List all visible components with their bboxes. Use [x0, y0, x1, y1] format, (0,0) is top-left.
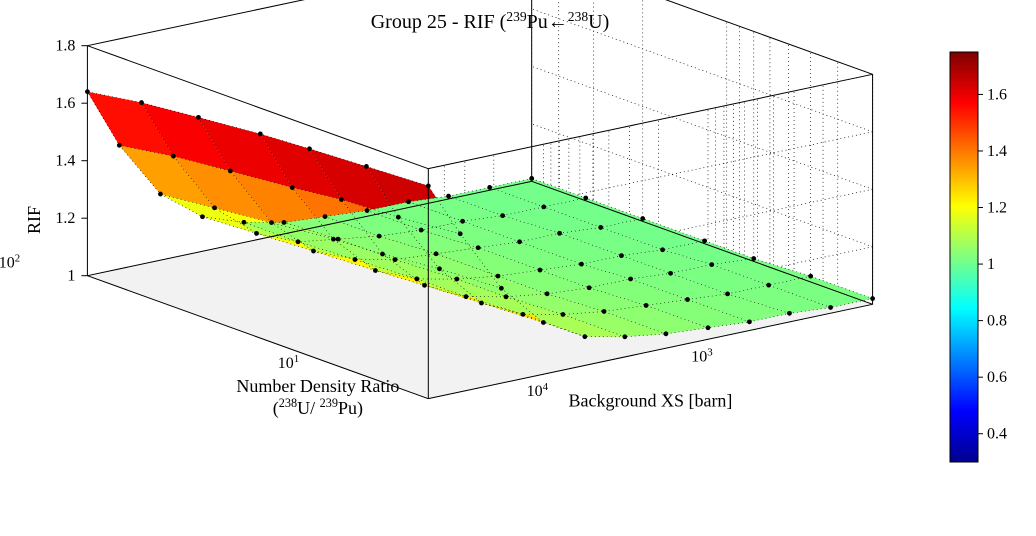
svg-text:1.6: 1.6	[987, 86, 1007, 103]
svg-text:1: 1	[67, 268, 75, 285]
svg-text:1: 1	[987, 256, 995, 273]
z-axis-label: RIF	[24, 206, 44, 234]
svg-text:102: 102	[0, 252, 20, 271]
svg-text:0.6: 0.6	[987, 369, 1007, 386]
y-axis-label-line1: Number Density Ratio	[236, 376, 399, 396]
colorbar	[950, 52, 978, 462]
svg-text:0.8: 0.8	[987, 313, 1007, 330]
y-axis-label-line2: (238U/ 239Pu)	[273, 396, 363, 419]
svg-text:1.4: 1.4	[987, 143, 1007, 160]
chart-title: Group 25 - RIF (239Pu←238U)	[371, 9, 610, 34]
svg-text:103: 103	[691, 346, 713, 365]
svg-text:1.2: 1.2	[987, 200, 1007, 217]
svg-text:1.4: 1.4	[55, 153, 75, 170]
svg-text:0.4: 0.4	[987, 426, 1007, 443]
svg-text:104: 104	[527, 381, 549, 400]
svg-text:1.8: 1.8	[55, 38, 75, 55]
svg-text:1.6: 1.6	[55, 95, 75, 112]
rif-surface-plot: 11.21.41.61.8103104101102103RIFBackgroun…	[0, 0, 1036, 536]
x-axis-label: Background XS [barn]	[568, 390, 732, 410]
svg-text:101: 101	[278, 353, 299, 372]
svg-text:1.2: 1.2	[55, 210, 75, 227]
